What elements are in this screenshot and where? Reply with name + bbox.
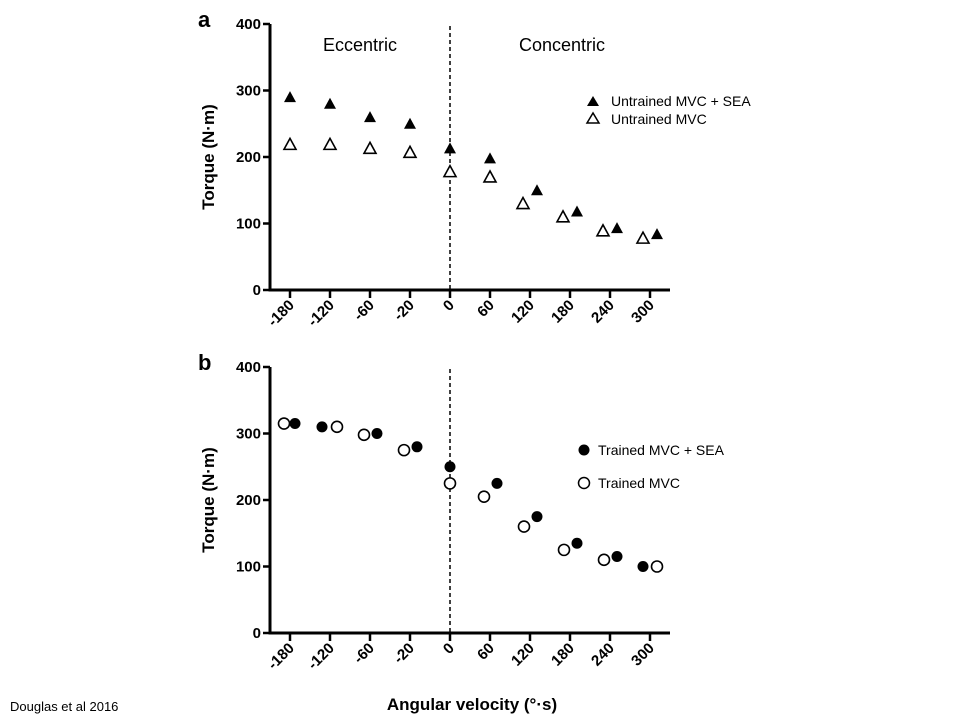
y-tick-label: 400	[236, 359, 261, 376]
data-point-untrained	[322, 136, 338, 151]
data-point-trained-sea	[444, 461, 456, 473]
data-point-untrained-sea	[651, 228, 663, 240]
legend-label-untrained: Untrained MVC	[611, 111, 707, 127]
data-point-trained	[557, 543, 571, 557]
y-axis-title-a: Torque (N·m)	[199, 104, 218, 209]
data-point-untrained-sea	[284, 91, 296, 103]
x-tick-label: 300	[628, 640, 658, 670]
x-ticks-a: -180 -120 -60 -20 0 60 120 180 240 300	[265, 290, 658, 330]
legend-b: Trained MVC + SEA Trained MVC	[577, 442, 725, 491]
x-tick-label: 120	[508, 297, 538, 327]
data-point-trained-sea	[611, 551, 623, 563]
data-point-untrained	[442, 163, 458, 178]
legend-label-trained-sea: Trained MVC + SEA	[598, 442, 725, 458]
panel-b: b Torque (N·m) 0 100 200 300 400 -180 -120 -60…	[198, 350, 725, 714]
y-tick-label: 300	[236, 83, 261, 100]
data-point-untrained	[635, 230, 651, 244]
data-point-trained	[597, 553, 611, 567]
data-point-trained	[517, 520, 531, 533]
x-tick-label: -180	[265, 640, 298, 673]
x-tick-label: -120	[305, 297, 338, 330]
x-tick-label: 300	[628, 297, 658, 327]
data-point-trained-sea	[637, 561, 649, 572]
y-tick-label: 0	[253, 282, 261, 299]
panel-letter-a: a	[198, 7, 211, 32]
legend-a: Untrained MVC + SEA Untrained MVC	[585, 93, 751, 127]
data-point-trained	[357, 428, 371, 442]
x-tick-label: -120	[305, 640, 338, 673]
axes-b	[268, 367, 670, 635]
legend-marker-trained	[577, 476, 591, 490]
data-point-untrained	[362, 140, 378, 155]
y-tick-label: 200	[236, 149, 261, 166]
panel-a: a Torque (N·m) Eccentric Concentric 0 100…	[198, 7, 751, 330]
data-point-untrained-sea	[404, 117, 416, 129]
data-point-trained-sea	[531, 511, 543, 523]
data-point-trained-sea	[411, 441, 423, 453]
data-point-trained-sea	[571, 537, 583, 549]
data-point-untrained	[555, 209, 571, 223]
y-tick-label: 100	[236, 216, 261, 233]
data-point-trained-sea	[371, 428, 383, 439]
x-tick-label: 60	[474, 640, 498, 664]
data-point-untrained	[482, 169, 498, 183]
x-tick-label: 60	[474, 297, 498, 321]
data-point-untrained-sea	[444, 142, 456, 154]
x-tick-label: 120	[508, 640, 538, 670]
y-tick-label: 400	[236, 16, 261, 33]
legend-label-untrained-sea: Untrained MVC + SEA	[611, 93, 751, 109]
y-tick-label: 100	[236, 559, 261, 576]
data-point-untrained	[595, 223, 611, 237]
y-ticks-b: 0 100 200 300 400	[236, 359, 270, 642]
data-point-trained	[477, 490, 491, 503]
panel-letter-b: b	[198, 350, 211, 375]
x-tick-label: -20	[390, 297, 417, 324]
data-point-trained	[443, 477, 457, 490]
y-ticks-a: 0 100 200 300 400	[236, 16, 270, 299]
data-point-untrained-sea	[324, 97, 336, 109]
data-point-trained-sea	[491, 477, 503, 489]
x-tick-label: 0	[440, 297, 458, 315]
data-point-untrained-sea	[531, 184, 543, 196]
y-tick-label: 200	[236, 492, 261, 509]
region-label-concentric: Concentric	[519, 35, 605, 55]
data-point-trained-sea	[316, 421, 328, 433]
legend-label-trained: Trained MVC	[598, 475, 680, 491]
data-point-trained	[397, 443, 411, 457]
data-point-untrained-sea	[364, 111, 376, 123]
x-tick-label: -180	[265, 297, 298, 330]
x-tick-label: 180	[548, 640, 578, 670]
legend-marker-untrained	[585, 111, 601, 124]
x-tick-label: 180	[548, 297, 578, 327]
legend-marker-trained-sea	[578, 444, 590, 456]
data-point-trained	[277, 417, 291, 430]
points-b	[277, 417, 664, 573]
data-point-untrained	[402, 144, 418, 159]
data-point-trained	[650, 560, 664, 573]
x-axis-title: Angular velocity (°·s)	[387, 695, 557, 714]
y-tick-label: 0	[253, 625, 261, 642]
points-a	[282, 91, 663, 244]
region-label-eccentric: Eccentric	[323, 35, 397, 55]
citation: Douglas et al 2016	[10, 699, 119, 714]
x-tick-label: 0	[440, 640, 458, 658]
x-tick-label: -60	[350, 297, 377, 324]
x-tick-label: 240	[588, 640, 618, 670]
y-axis-title-b: Torque (N·m)	[199, 447, 218, 552]
x-tick-label: -20	[390, 640, 417, 667]
data-point-untrained	[282, 136, 298, 151]
data-point-untrained-sea	[484, 152, 496, 164]
y-tick-label: 300	[236, 426, 261, 443]
axes-a	[268, 24, 670, 292]
data-point-untrained-sea	[611, 222, 623, 234]
data-point-untrained	[515, 195, 531, 210]
data-point-untrained-sea	[571, 205, 583, 217]
data-point-trained	[330, 420, 344, 434]
data-point-trained-sea	[289, 418, 301, 430]
x-tick-label: 240	[588, 297, 618, 327]
x-tick-label: -60	[350, 640, 377, 667]
legend-marker-untrained-sea	[587, 96, 599, 106]
x-ticks-b: -180 -120 -60 -20 0 60 120 180 240 300	[265, 633, 658, 673]
